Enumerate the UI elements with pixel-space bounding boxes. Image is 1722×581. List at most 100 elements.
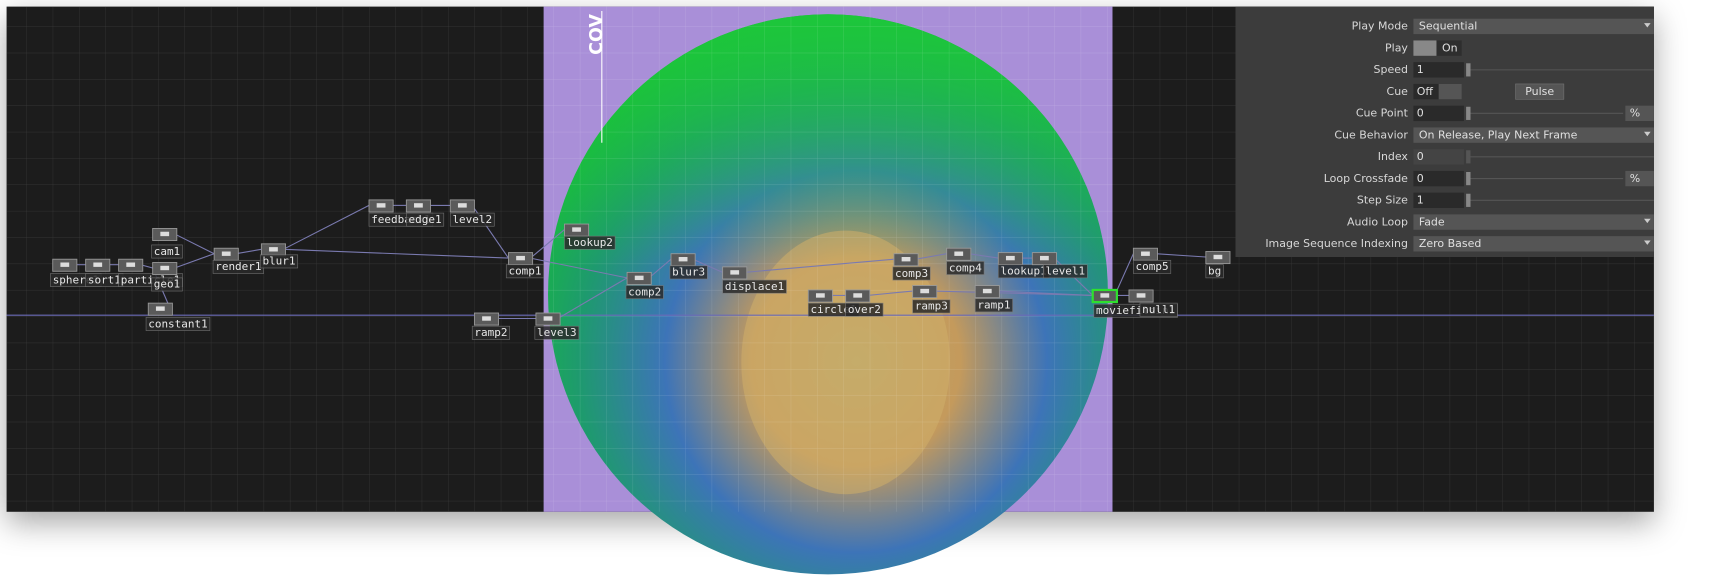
node-label: lookup1: [1000, 265, 1046, 278]
param-field[interactable]: [1413, 170, 1464, 187]
node-label: comp4: [949, 261, 982, 274]
node-icon: [1100, 293, 1110, 298]
wire: [867, 290, 913, 296]
node-label-bg: [1139, 302, 1178, 317]
param-menu[interactable]: [1413, 127, 1654, 143]
node[interactable]: level3: [534, 312, 580, 340]
node[interactable]: null1: [1128, 289, 1178, 317]
node-icon: [543, 316, 553, 321]
wire: [236, 248, 262, 255]
node-label: over2: [848, 303, 881, 316]
node-label-bg: [449, 212, 495, 227]
node-label-bg: [564, 235, 616, 250]
node-icon: [160, 231, 170, 237]
node-label: comp3: [895, 267, 928, 280]
slider-handle[interactable]: [1466, 172, 1471, 186]
node-label-bg: [845, 302, 884, 317]
param-value: 1: [1417, 63, 1424, 76]
node-icon: [982, 288, 992, 294]
node[interactable]: ramp1: [974, 285, 1013, 313]
node-label: ramp2: [474, 326, 507, 339]
node[interactable]: lookup2: [564, 223, 616, 250]
menu-arrow: [1644, 218, 1651, 224]
node-icon: [1141, 251, 1150, 256]
node[interactable]: comp4: [946, 247, 985, 275]
wire: [744, 258, 894, 273]
node[interactable]: ramp3: [912, 285, 951, 314]
wire: [648, 258, 672, 279]
node[interactable]: sort1: [85, 258, 124, 287]
param-field[interactable]: [1413, 105, 1464, 122]
slider-handle[interactable]: [1466, 150, 1471, 164]
wire: [174, 253, 215, 269]
node[interactable]: blur3: [669, 253, 708, 280]
node-label-bg: [1042, 264, 1088, 279]
param-field[interactable]: [1413, 149, 1464, 165]
param-button[interactable]: [1515, 83, 1565, 100]
node-label: level3: [537, 326, 577, 339]
slider-handle[interactable]: [1466, 63, 1471, 77]
node[interactable]: displace1: [722, 266, 787, 294]
node[interactable]: edge1: [405, 199, 445, 227]
param-menu[interactable]: [1413, 18, 1654, 35]
node[interactable]: over2: [845, 289, 884, 317]
wire: [1114, 253, 1134, 296]
node[interactable]: render1: [212, 247, 265, 274]
menu-arrow: [1644, 240, 1651, 245]
image-title: COV: [587, 14, 607, 55]
menu-arrow: [1644, 23, 1651, 28]
param-menu[interactable]: [1413, 214, 1654, 230]
node[interactable]: cam1: [151, 228, 183, 259]
node[interactable]: blur1: [259, 243, 299, 269]
param-label: Step Size: [1357, 194, 1408, 207]
node[interactable]: lookup1: [997, 252, 1050, 279]
param-menu[interactable]: [1413, 236, 1654, 252]
wire: [968, 253, 999, 259]
node-label: ramp1: [977, 299, 1010, 312]
node-label-bg: [892, 266, 931, 281]
node[interactable]: level2: [449, 199, 495, 227]
node[interactable]: geo1: [151, 262, 183, 292]
node-label-bg: [145, 317, 211, 331]
param-label: Audio Loop: [1347, 215, 1408, 228]
slider-handle[interactable]: [1466, 106, 1471, 120]
node-label-bg: [625, 285, 664, 300]
node-label: cam1: [154, 245, 180, 258]
param-label: Cue Behavior: [1334, 128, 1408, 141]
node-label-bg: [946, 261, 985, 275]
node[interactable]: ramp2: [471, 312, 510, 340]
param-value: On Release, Play Next Frame: [1419, 128, 1578, 141]
node[interactable]: comp5: [1132, 247, 1172, 274]
node[interactable]: level1: [1031, 252, 1088, 279]
slider-handle[interactable]: [1466, 193, 1471, 207]
node-label: displace1: [725, 280, 784, 293]
param-value: 0: [1417, 150, 1424, 163]
node-icon: [1213, 254, 1223, 260]
node[interactable]: comp1: [505, 252, 545, 279]
param-value: 1: [1417, 194, 1424, 207]
node-icon: [730, 270, 740, 275]
param-value: 0: [1417, 172, 1424, 185]
param-field[interactable]: [1413, 192, 1464, 209]
node-label-bg: [722, 279, 787, 294]
param-label: Cue: [1387, 85, 1409, 98]
param-value: On: [1442, 41, 1458, 54]
node-icon: [269, 247, 278, 252]
param-unit: %: [1630, 172, 1640, 185]
node[interactable]: comp2: [625, 271, 664, 300]
node-icon: [221, 251, 231, 256]
node[interactable]: bg: [1205, 251, 1231, 279]
node-icon: [155, 306, 165, 311]
param-field[interactable]: [1413, 62, 1464, 78]
toggle-knob: [1413, 40, 1437, 56]
wire: [283, 248, 509, 259]
node-icon: [414, 203, 423, 208]
wire: [530, 257, 628, 279]
node-label-bg: [1205, 264, 1224, 279]
param-label: Play Mode: [1352, 20, 1408, 33]
node[interactable]: constant1: [145, 302, 211, 331]
node-label: circle1: [810, 303, 856, 316]
node[interactable]: comp3: [892, 253, 931, 281]
